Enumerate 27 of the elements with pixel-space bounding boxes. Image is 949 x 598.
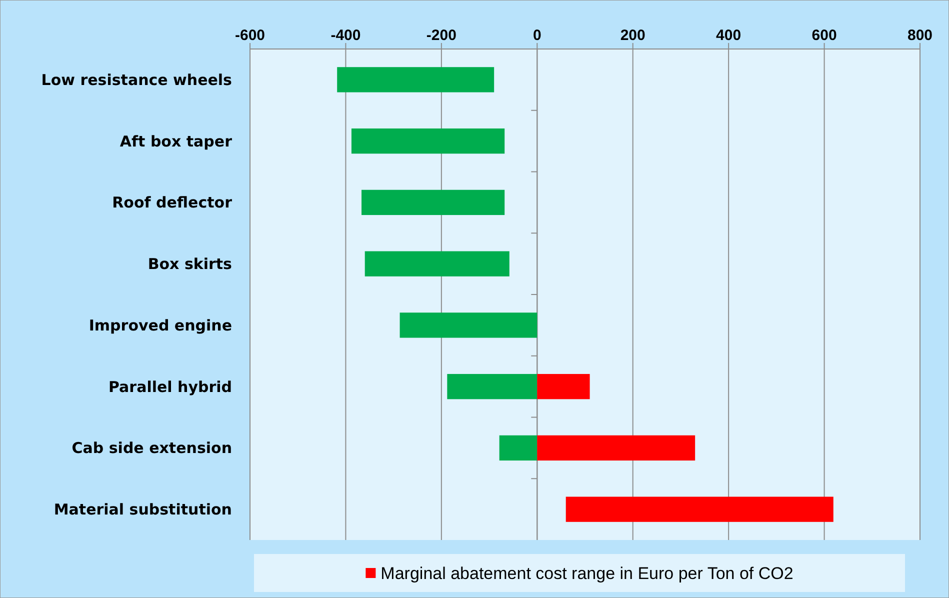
x-tick-label: 600 (812, 27, 837, 44)
y-tick-label: Box skirts (148, 255, 232, 274)
bar (499, 435, 538, 461)
x-tick-label: 200 (620, 27, 646, 44)
bar (362, 190, 505, 216)
x-tick-label: -600 (234, 27, 266, 44)
y-tick-label: Roof deflector (112, 194, 233, 212)
x-tick-label: -200 (426, 27, 456, 44)
bar (364, 251, 510, 276)
y-tick-label: Improved engine (88, 316, 232, 334)
x-tick-label: 800 (907, 27, 933, 44)
bar (447, 374, 538, 400)
y-tick-label: Cab side extension (72, 439, 232, 458)
x-tick-label: 0 (532, 27, 542, 44)
x-tick-label: 400 (716, 27, 742, 44)
bar (566, 496, 834, 522)
x-tick-label: -400 (330, 27, 361, 44)
bar (537, 435, 696, 461)
bar (400, 312, 538, 338)
y-tick-label: Parallel hybrid (108, 378, 232, 396)
y-tick-label: Material substitution (54, 500, 232, 519)
bar (351, 128, 505, 154)
legend-label: Marginal abatement cost range in Euro per Ton of CO2 (380, 564, 794, 583)
bar (537, 374, 590, 400)
bar (337, 67, 494, 92)
y-tick-label: Aft box taper (120, 132, 233, 150)
y-tick-label: Low resistance wheels (41, 70, 232, 89)
